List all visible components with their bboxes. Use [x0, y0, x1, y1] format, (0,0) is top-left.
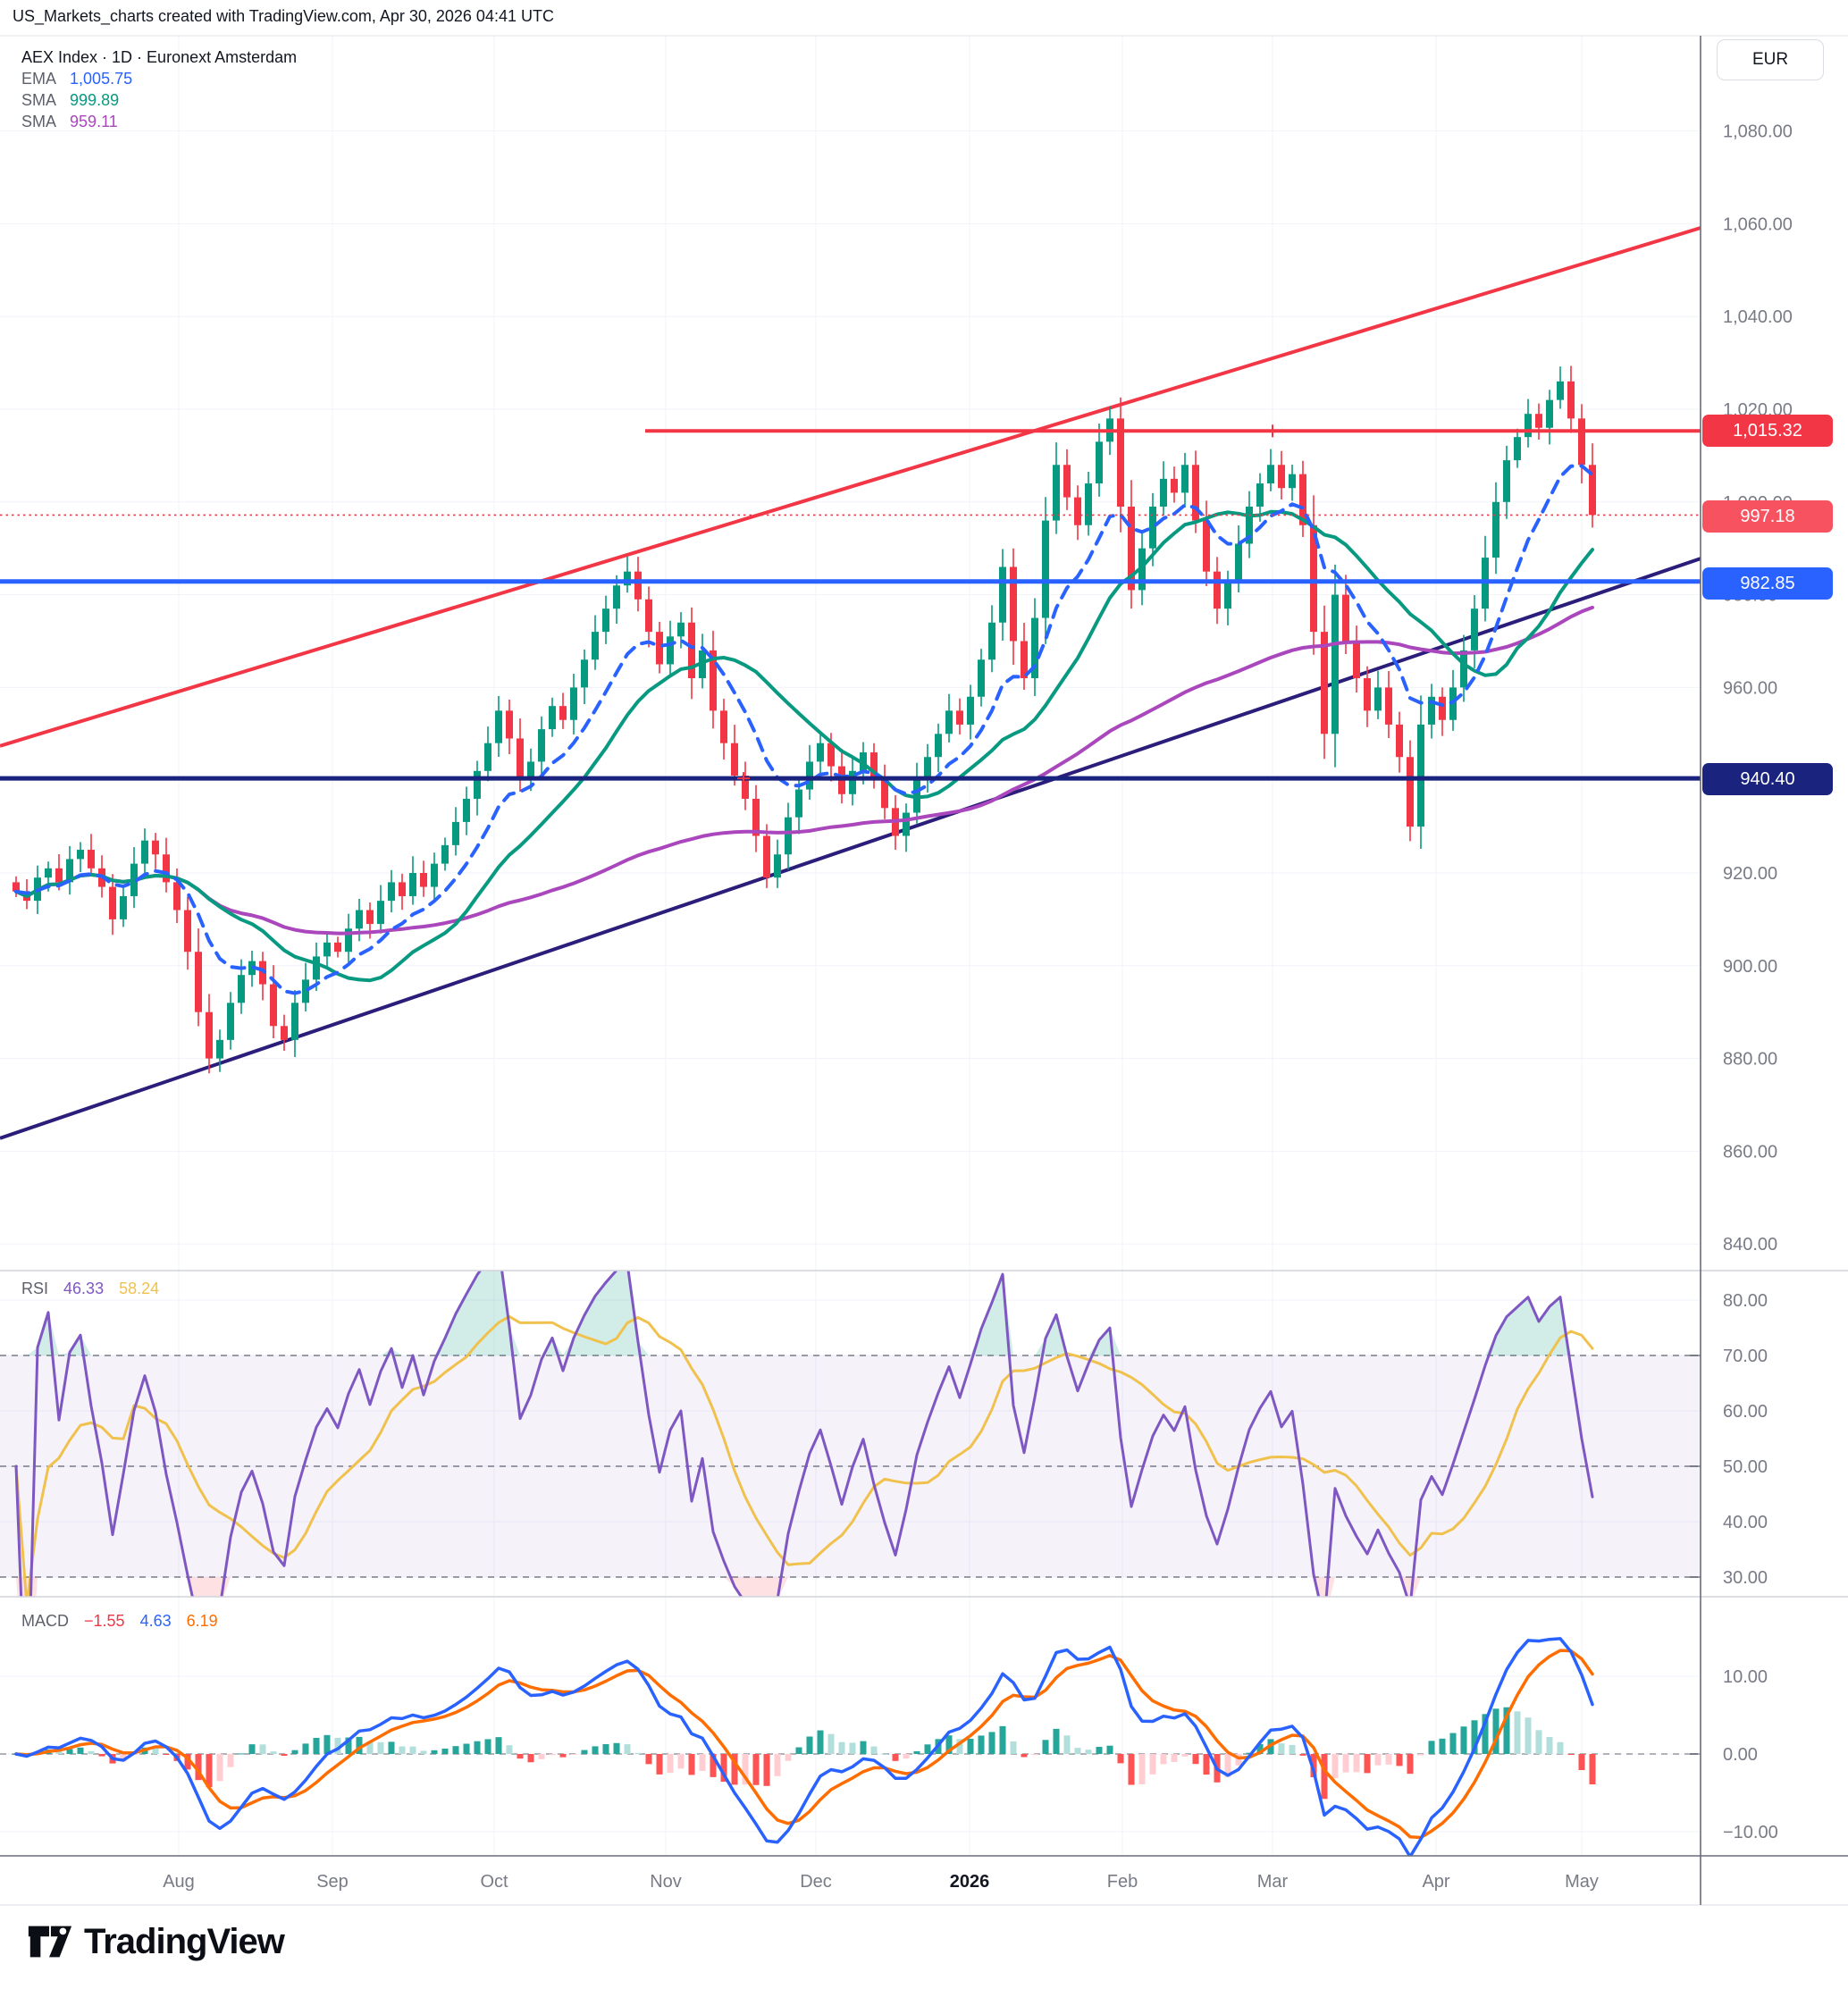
- ema-label: EMA: [21, 70, 57, 88]
- price-pane: [0, 130, 1701, 1245]
- macd-signal-value: 6.19: [186, 1612, 218, 1630]
- svg-text:1,080.00: 1,080.00: [1723, 122, 1793, 142]
- price-badge-support1: 982.85: [1702, 567, 1833, 600]
- macd-value: 4.63: [139, 1612, 172, 1630]
- rsi-ma-value: 58.24: [119, 1280, 160, 1297]
- svg-text:0.00: 0.00: [1723, 1745, 1758, 1765]
- sma-fast-label: SMA: [21, 91, 57, 109]
- svg-text:960.00: 960.00: [1723, 678, 1777, 698]
- axes: 1,080.001,060.001,040.001,020.001,000.00…: [0, 35, 1848, 1906]
- tradingview-logo[interactable]: TradingView: [25, 1917, 285, 1966]
- ema-value: 1,005.75: [70, 70, 133, 88]
- svg-text:1,040.00: 1,040.00: [1723, 307, 1793, 327]
- svg-text:60.00: 60.00: [1723, 1402, 1768, 1422]
- ema-legend-row[interactable]: EMA 1,005.75: [21, 68, 297, 89]
- svg-text:80.00: 80.00: [1723, 1291, 1768, 1311]
- price-badge-support2: 940.40: [1702, 763, 1833, 795]
- rsi-value: 46.33: [63, 1280, 105, 1297]
- svg-text:840.00: 840.00: [1723, 1235, 1777, 1255]
- rsi-label: RSI: [21, 1280, 49, 1297]
- currency-button[interactable]: EUR: [1717, 39, 1824, 80]
- price-badge-resistance: 1,015.32: [1702, 415, 1833, 447]
- price-badge-last: 997.18: [1702, 500, 1833, 533]
- svg-text:Mar: Mar: [1257, 1872, 1289, 1892]
- svg-text:860.00: 860.00: [1723, 1142, 1777, 1162]
- sma-slow-legend-row[interactable]: SMA 959.11: [21, 111, 297, 132]
- svg-text:50.00: 50.00: [1723, 1457, 1768, 1477]
- svg-text:40.00: 40.00: [1723, 1513, 1768, 1532]
- rsi-legend[interactable]: RSI 46.33 58.24: [21, 1280, 170, 1298]
- sma-slow-label: SMA: [21, 113, 57, 130]
- sma-fast-legend-row[interactable]: SMA 999.89: [21, 89, 297, 111]
- macd-label: MACD: [21, 1612, 69, 1630]
- macd-legend[interactable]: MACD −1.55 4.63 6.19: [21, 1612, 229, 1631]
- svg-text:920.00: 920.00: [1723, 864, 1777, 884]
- svg-text:Nov: Nov: [650, 1872, 682, 1892]
- sma-slow-value: 959.11: [70, 113, 118, 130]
- svg-text:30.00: 30.00: [1723, 1568, 1768, 1588]
- svg-text:1,060.00: 1,060.00: [1723, 214, 1793, 234]
- svg-text:Feb: Feb: [1107, 1872, 1138, 1892]
- candles: [13, 365, 1596, 1074]
- svg-text:Dec: Dec: [800, 1872, 832, 1892]
- tradingview-wordmark: TradingView: [84, 1921, 285, 1961]
- svg-text:900.00: 900.00: [1723, 957, 1777, 977]
- rsi-pane: [0, 1271, 1701, 1597]
- svg-text:Oct: Oct: [480, 1872, 508, 1892]
- svg-text:70.00: 70.00: [1723, 1347, 1768, 1366]
- svg-text:10.00: 10.00: [1723, 1667, 1768, 1687]
- page-title: US_Markets_charts created with TradingVi…: [13, 7, 554, 25]
- sma-fast-value: 999.89: [70, 91, 120, 109]
- svg-text:Sep: Sep: [316, 1872, 349, 1892]
- svg-text:2026: 2026: [950, 1872, 990, 1892]
- svg-text:Apr: Apr: [1422, 1872, 1449, 1892]
- svg-text:880.00: 880.00: [1723, 1050, 1777, 1070]
- vertical-gridlines: [178, 36, 1583, 1856]
- svg-text:May: May: [1565, 1872, 1599, 1892]
- tradingview-mark-icon: [28, 1926, 72, 1958]
- symbol-title[interactable]: AEX Index · 1D · Euronext Amsterdam: [21, 48, 298, 66]
- svg-text:−10.00: −10.00: [1723, 1823, 1778, 1842]
- macd-pane: [0, 1637, 1701, 1856]
- svg-text:Aug: Aug: [163, 1872, 195, 1892]
- macd-hist-value: −1.55: [84, 1612, 125, 1630]
- symbol-legend[interactable]: AEX Index · 1D · Euronext Amsterdam EMA …: [21, 46, 297, 132]
